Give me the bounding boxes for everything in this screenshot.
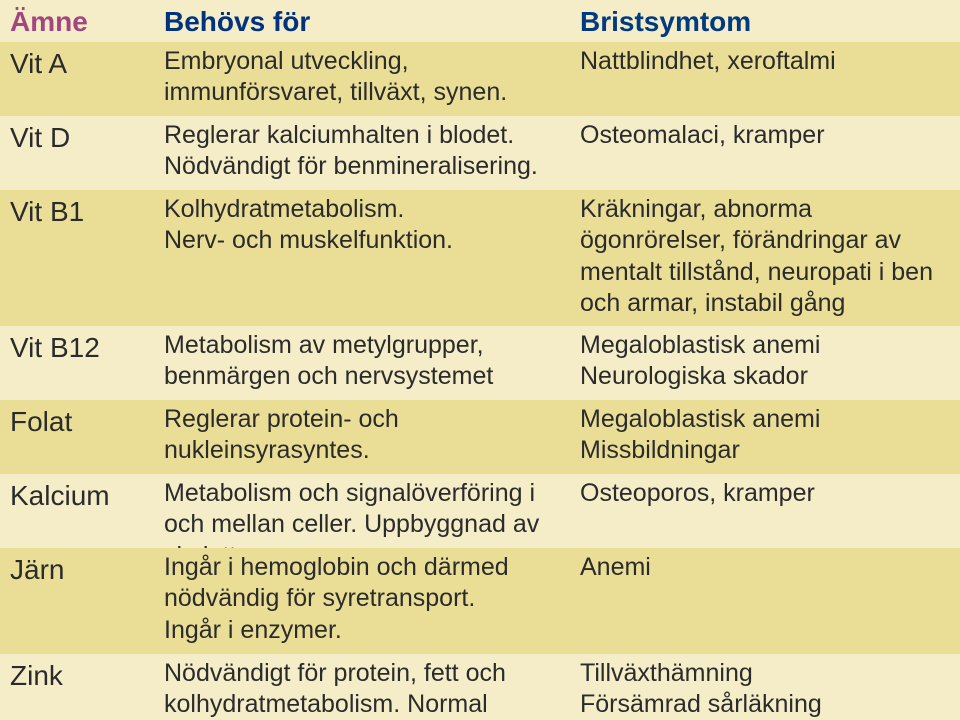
- cell-brist: Tillväxthämning Försämrad sårläkning: [570, 654, 960, 720]
- cell-amne: Kalcium: [0, 474, 154, 548]
- header-behovs: Behövs för: [154, 0, 570, 42]
- cell-brist: Megaloblastisk anemi Neurologiska skador: [570, 326, 960, 400]
- cell-amne: Vit D: [0, 116, 154, 190]
- cell-amne: Järn: [0, 548, 154, 654]
- cell-brist: Osteoporos, kramper: [570, 474, 960, 548]
- header-amne: Ämne: [0, 0, 154, 42]
- nutrient-table: ÄmneBehövs förBristsymtom Vit AEmbryonal …: [0, 0, 960, 720]
- cell-brist: Nattblindhet, xeroftalmi: [570, 42, 960, 116]
- cell-brist: Megaloblastisk anemi Missbildningar: [570, 400, 960, 474]
- cell-behovs: Ingår i hemoglobin och därmed nödvändig …: [154, 548, 570, 654]
- cell-brist: Kräkningar, abnorma ögonrörelser, föränd…: [570, 190, 960, 326]
- cell-behovs: Reglerar kalciumhalten i blodet. Nödvänd…: [154, 116, 570, 190]
- cell-amne: Vit A: [0, 42, 154, 116]
- cell-behovs: Metabolism och signalöverföring i och me…: [154, 474, 570, 548]
- cell-behovs: Metabolism av metylgrupper, benmärgen oc…: [154, 326, 570, 400]
- cell-behovs: Embryonal utveckling, immunförsvaret, ti…: [154, 42, 570, 116]
- cell-brist: Anemi: [570, 548, 960, 654]
- cell-behovs: Kolhydratmetabolism. Nerv- och muskelfun…: [154, 190, 570, 326]
- cell-amne: Zink: [0, 654, 154, 720]
- cell-amne: Folat: [0, 400, 154, 474]
- cell-amne: Vit B1: [0, 190, 154, 326]
- cell-behovs: Reglerar protein- och nukleinsyrasyntes.: [154, 400, 570, 474]
- cell-behovs: Nödvändigt för protein, fett och kolhydr…: [154, 654, 570, 720]
- cell-amne: Vit B12: [0, 326, 154, 400]
- header-brist: Bristsymtom: [570, 0, 960, 42]
- cell-brist: Osteomalaci, kramper: [570, 116, 960, 190]
